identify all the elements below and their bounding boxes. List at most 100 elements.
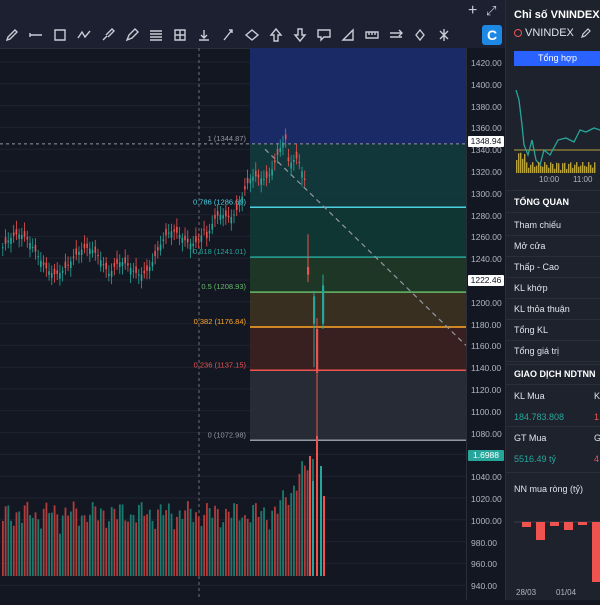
intraday-volume-bar (518, 153, 520, 173)
expand-icon[interactable]: ⤢ (486, 3, 497, 18)
intraday-volume-bar (540, 165, 542, 173)
fib-lines-tool-button[interactable] (144, 24, 167, 46)
candle-body (45, 262, 48, 269)
trend-line[interactable] (264, 148, 467, 346)
candle-body (61, 270, 64, 273)
intraday-volume-bar (530, 164, 532, 173)
circle-tool-button[interactable] (240, 24, 263, 46)
intraday-volume-bar (524, 153, 526, 173)
candle-body (48, 271, 50, 276)
ruler-tool-button[interactable] (360, 24, 383, 46)
candle-body (170, 231, 173, 238)
overview-row-label: KL khớp (514, 283, 548, 293)
mini-chart-time-axis: 10:00 11:00 (506, 175, 600, 187)
volume-bar (102, 510, 105, 576)
overview-row-label: Thấp - Cao (514, 262, 560, 272)
volume-bar (21, 522, 23, 576)
candle-body (151, 261, 154, 267)
arrow-down-tool-button[interactable] (288, 24, 311, 46)
candle-body (121, 262, 124, 266)
candle-body (42, 262, 45, 265)
gt-mua-value: 5516.49 tỷ (514, 454, 557, 464)
add-icon[interactable]: + (468, 2, 478, 19)
price-tick-label: 1340.00 (471, 145, 502, 156)
price-chart[interactable]: 1 (1344.87) 0.786 (1286.69) 0.618 (1241.01… (0, 48, 505, 600)
volume-bar (184, 510, 187, 576)
info-panel: Chỉ số VNINDEX VNINDEX Tổng hợp 10:00 11… (505, 0, 600, 600)
arrow-up-tool-button[interactable] (264, 24, 287, 46)
grid-tool-button[interactable] (168, 24, 191, 46)
overview-row-label: Tham chiếu (514, 220, 562, 230)
nn-net-buy-chart (514, 521, 600, 582)
intraday-mini-chart (514, 70, 600, 185)
price-tick-label: 1380.00 (471, 101, 502, 112)
volume-bar (252, 504, 255, 576)
pen-tool-button[interactable] (120, 24, 143, 46)
pencil-tool-button[interactable] (0, 24, 23, 46)
volume-bar (75, 508, 78, 576)
candle-body (313, 296, 316, 324)
volume-bar (271, 510, 274, 576)
diamond-tool-button[interactable] (432, 24, 455, 46)
candle-body (235, 203, 238, 211)
candle-body (26, 236, 29, 240)
overview-row-label: KL thỏa thuận (514, 304, 570, 314)
download-tool-button[interactable] (192, 24, 215, 46)
intraday-volume-bar (542, 166, 544, 173)
volume-bar (298, 473, 301, 576)
candle-body (86, 243, 88, 248)
volume-bar (159, 504, 162, 576)
overview-row-label: Tổng KL (514, 325, 549, 335)
fib-zone-top (250, 48, 466, 144)
brush-tool-button[interactable] (96, 24, 119, 46)
volume-bar (94, 506, 97, 576)
volume-bar (48, 513, 51, 576)
candle-body (4, 237, 7, 244)
volume-bar (37, 519, 40, 576)
app-logo-icon[interactable]: C (482, 25, 502, 45)
zigzag-tool-button[interactable] (72, 24, 95, 46)
volume-bar (110, 506, 113, 576)
candle-body (110, 270, 113, 277)
volume-bar (233, 503, 235, 576)
divider (506, 384, 600, 385)
candle-body (195, 235, 197, 243)
overview-row-label: Tổng giá trị (514, 346, 560, 356)
symbol-selector[interactable]: VNINDEX (514, 27, 574, 39)
edit-pencil-icon[interactable] (580, 27, 592, 39)
candle-body (118, 262, 121, 268)
chart-canvas[interactable]: 1 (1344.87) 0.786 (1286.69) 0.618 (1241.01… (0, 48, 467, 600)
volume-bar (4, 506, 7, 576)
tab-summary[interactable]: Tổng hợp (514, 51, 600, 66)
candle-body (257, 174, 260, 178)
gear-tool-button[interactable] (408, 24, 431, 46)
volume-bar (290, 492, 293, 576)
intraday-volume-bar (558, 163, 560, 173)
volume-bar (86, 521, 89, 576)
crop-tool-button[interactable] (48, 24, 71, 46)
line-tool-button[interactable] (24, 24, 47, 46)
price-axis[interactable]: 1420.00 1400.00 1380.00 1360.00 1340.00 1320.… (466, 48, 506, 600)
volume-bar (29, 515, 31, 576)
price-tick-label: 1100.00 (471, 406, 502, 417)
volume-bar (246, 518, 249, 576)
intraday-volume-bar (574, 164, 576, 173)
pen-nib-tool-button[interactable] (216, 24, 239, 46)
measure-tool-button[interactable] (336, 24, 359, 46)
volume-bar (91, 502, 94, 576)
candle-body (167, 232, 170, 234)
candle-body (31, 247, 34, 249)
fib-zone (250, 292, 466, 328)
comment-tool-button[interactable] (312, 24, 335, 46)
gear-icon (414, 28, 425, 42)
overview-row-label: Mở cửa (514, 241, 546, 251)
volume-bars (2, 436, 325, 576)
volume-bar (216, 509, 219, 576)
candle-body (7, 240, 10, 243)
candle-body (238, 203, 241, 206)
nn-net-buy-title: NN mua ròng (tỷ) (514, 484, 584, 494)
intraday-volume-bar (528, 167, 530, 173)
kl-ban-value: 1 (594, 412, 600, 422)
candle-body (113, 263, 116, 267)
double-arrow-tool-button[interactable] (384, 24, 407, 46)
